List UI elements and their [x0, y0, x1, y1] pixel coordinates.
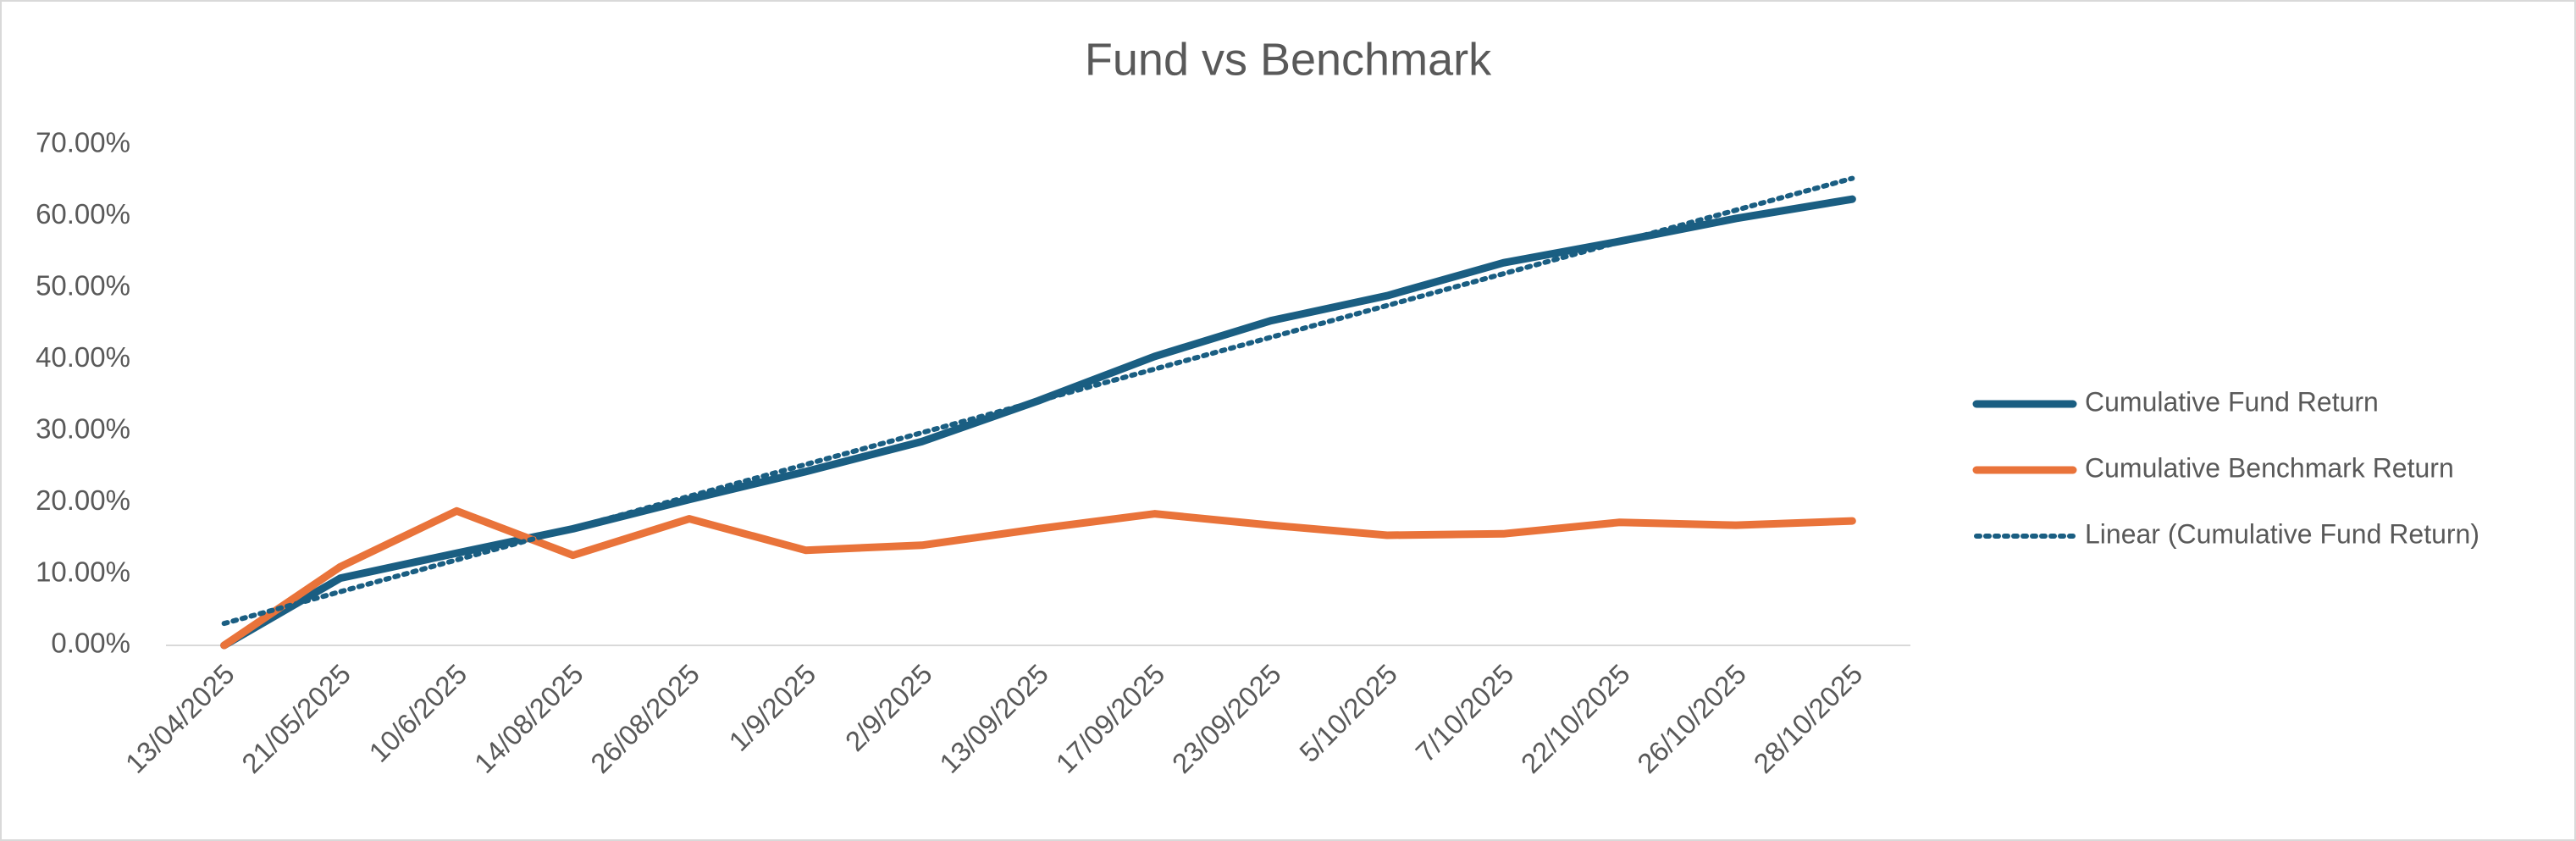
- y-tick-label: 60.00%: [36, 198, 130, 230]
- y-tick-label: 40.00%: [36, 341, 130, 373]
- legend-label: Cumulative Benchmark Return: [2085, 452, 2454, 483]
- y-tick-label: 70.00%: [36, 127, 130, 158]
- chart-title: Fund vs Benchmark: [1085, 34, 1492, 85]
- legend-label: Linear (Cumulative Fund Return): [2085, 518, 2479, 549]
- series-line: [220, 506, 1856, 650]
- y-tick-label: 0.00%: [51, 628, 130, 659]
- y-tick-label: 50.00%: [36, 270, 130, 302]
- y-tick-label: 30.00%: [36, 412, 130, 444]
- legend-label: Cumulative Fund Return: [2085, 386, 2379, 417]
- y-tick-label: 20.00%: [36, 484, 130, 516]
- trendline: [221, 175, 1855, 627]
- y-tick-label: 10.00%: [36, 556, 130, 587]
